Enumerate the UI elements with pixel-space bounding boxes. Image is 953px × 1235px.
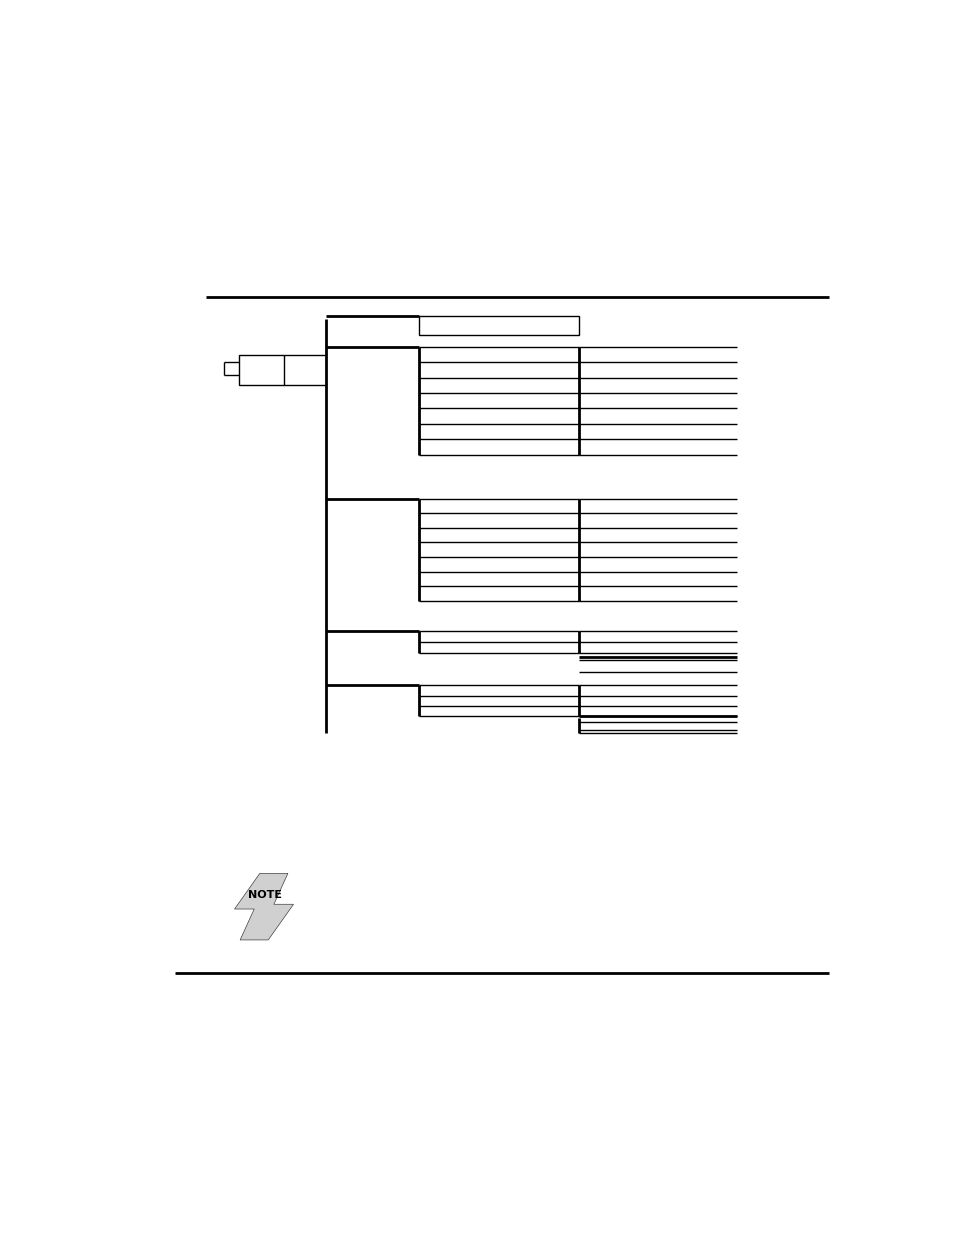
Bar <box>418 316 578 336</box>
Bar <box>239 354 284 385</box>
Polygon shape <box>234 873 294 940</box>
Text: NOTE: NOTE <box>248 889 282 900</box>
